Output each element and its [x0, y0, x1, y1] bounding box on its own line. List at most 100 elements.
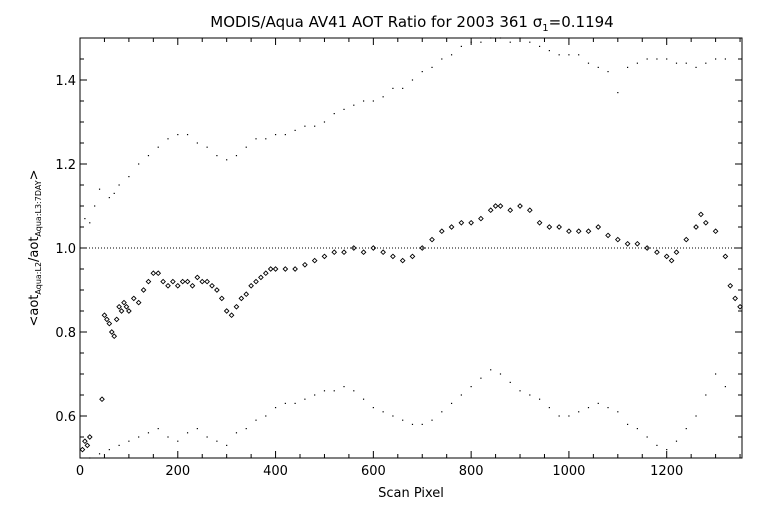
band-point	[490, 369, 492, 371]
band-point	[392, 87, 394, 89]
band-point	[519, 37, 521, 39]
data-point	[113, 316, 120, 323]
band-point	[274, 407, 277, 409]
data-point	[341, 249, 347, 256]
data-point	[160, 278, 166, 285]
band-point	[685, 428, 687, 430]
data-point	[727, 282, 734, 289]
band-point	[206, 146, 208, 148]
band-point	[450, 402, 453, 404]
band-point	[421, 71, 423, 73]
data-point	[140, 287, 147, 293]
data-point	[712, 228, 719, 235]
band-point	[118, 444, 120, 446]
band-point	[666, 58, 668, 60]
band-point	[646, 436, 648, 438]
data-point	[478, 215, 484, 222]
data-point	[82, 438, 88, 445]
band-point	[607, 407, 609, 409]
band-point	[538, 45, 541, 47]
data-point	[331, 249, 338, 256]
band-point	[470, 386, 472, 388]
data-point	[458, 219, 465, 226]
data-point	[673, 249, 680, 256]
band-point	[118, 184, 120, 186]
band-point	[343, 386, 345, 388]
y-axis-label: <aotAqua:L2/aotAqua:L3:7DAY>	[27, 169, 43, 326]
band-point	[675, 440, 678, 442]
band-point	[646, 58, 648, 60]
data-point	[155, 270, 162, 277]
data-point	[84, 442, 91, 449]
band-point	[529, 41, 531, 43]
band-point	[265, 415, 267, 417]
band-point	[529, 394, 531, 396]
band-point	[113, 192, 115, 194]
band-point	[255, 138, 257, 140]
band-point	[362, 100, 365, 102]
data-point	[492, 203, 499, 209]
data-point	[179, 278, 186, 285]
data-point	[722, 253, 729, 260]
band-point	[284, 402, 286, 404]
band-point	[382, 411, 384, 413]
band-point	[245, 146, 247, 148]
band-point	[558, 54, 560, 56]
band-point	[421, 423, 423, 425]
band-point	[617, 92, 619, 94]
band-point	[157, 428, 159, 430]
data-point	[99, 396, 105, 403]
data-point	[732, 295, 738, 302]
data-point	[605, 232, 611, 239]
data-point	[165, 282, 171, 289]
data-point	[556, 224, 562, 230]
band-point	[431, 419, 433, 421]
data-point	[272, 266, 279, 272]
band-point	[177, 134, 179, 136]
data-point	[243, 291, 250, 298]
x-axis: 0 200 400 600 800 1000 1200	[76, 38, 741, 479]
data-point	[108, 329, 115, 335]
band-point	[705, 62, 707, 64]
data-point	[448, 224, 455, 230]
data-point	[360, 249, 367, 256]
band-point	[548, 407, 550, 409]
band-point	[323, 390, 326, 392]
data-point	[693, 224, 699, 230]
band-point	[568, 54, 570, 56]
data-point	[566, 228, 572, 235]
data-point	[683, 236, 690, 243]
data-point	[380, 249, 386, 256]
band-point	[675, 62, 678, 64]
data-point	[123, 303, 130, 310]
band-point	[353, 104, 355, 106]
band-point	[695, 66, 697, 68]
data-point	[302, 261, 308, 268]
band-point	[147, 432, 150, 434]
series-1	[84, 37, 726, 224]
data-point	[292, 266, 298, 272]
band-point	[509, 41, 511, 43]
y-tick-label: 1.2	[55, 158, 76, 173]
data-point	[654, 249, 660, 256]
band-point	[138, 163, 140, 165]
band-point	[441, 58, 443, 60]
band-point	[509, 381, 511, 383]
data-point	[86, 434, 93, 440]
band-point	[714, 58, 717, 60]
data-point	[517, 203, 523, 209]
data-point	[118, 308, 125, 314]
band-point	[186, 432, 189, 434]
band-point	[460, 45, 462, 47]
data-point	[737, 303, 743, 310]
band-point	[402, 419, 404, 421]
data-series	[79, 37, 743, 459]
data-point	[698, 211, 704, 218]
band-point	[89, 457, 91, 459]
band-point	[245, 428, 247, 430]
band-point	[656, 58, 658, 60]
band-point	[226, 159, 228, 161]
band-point	[402, 87, 404, 89]
data-point	[135, 299, 142, 306]
band-point	[597, 402, 599, 404]
